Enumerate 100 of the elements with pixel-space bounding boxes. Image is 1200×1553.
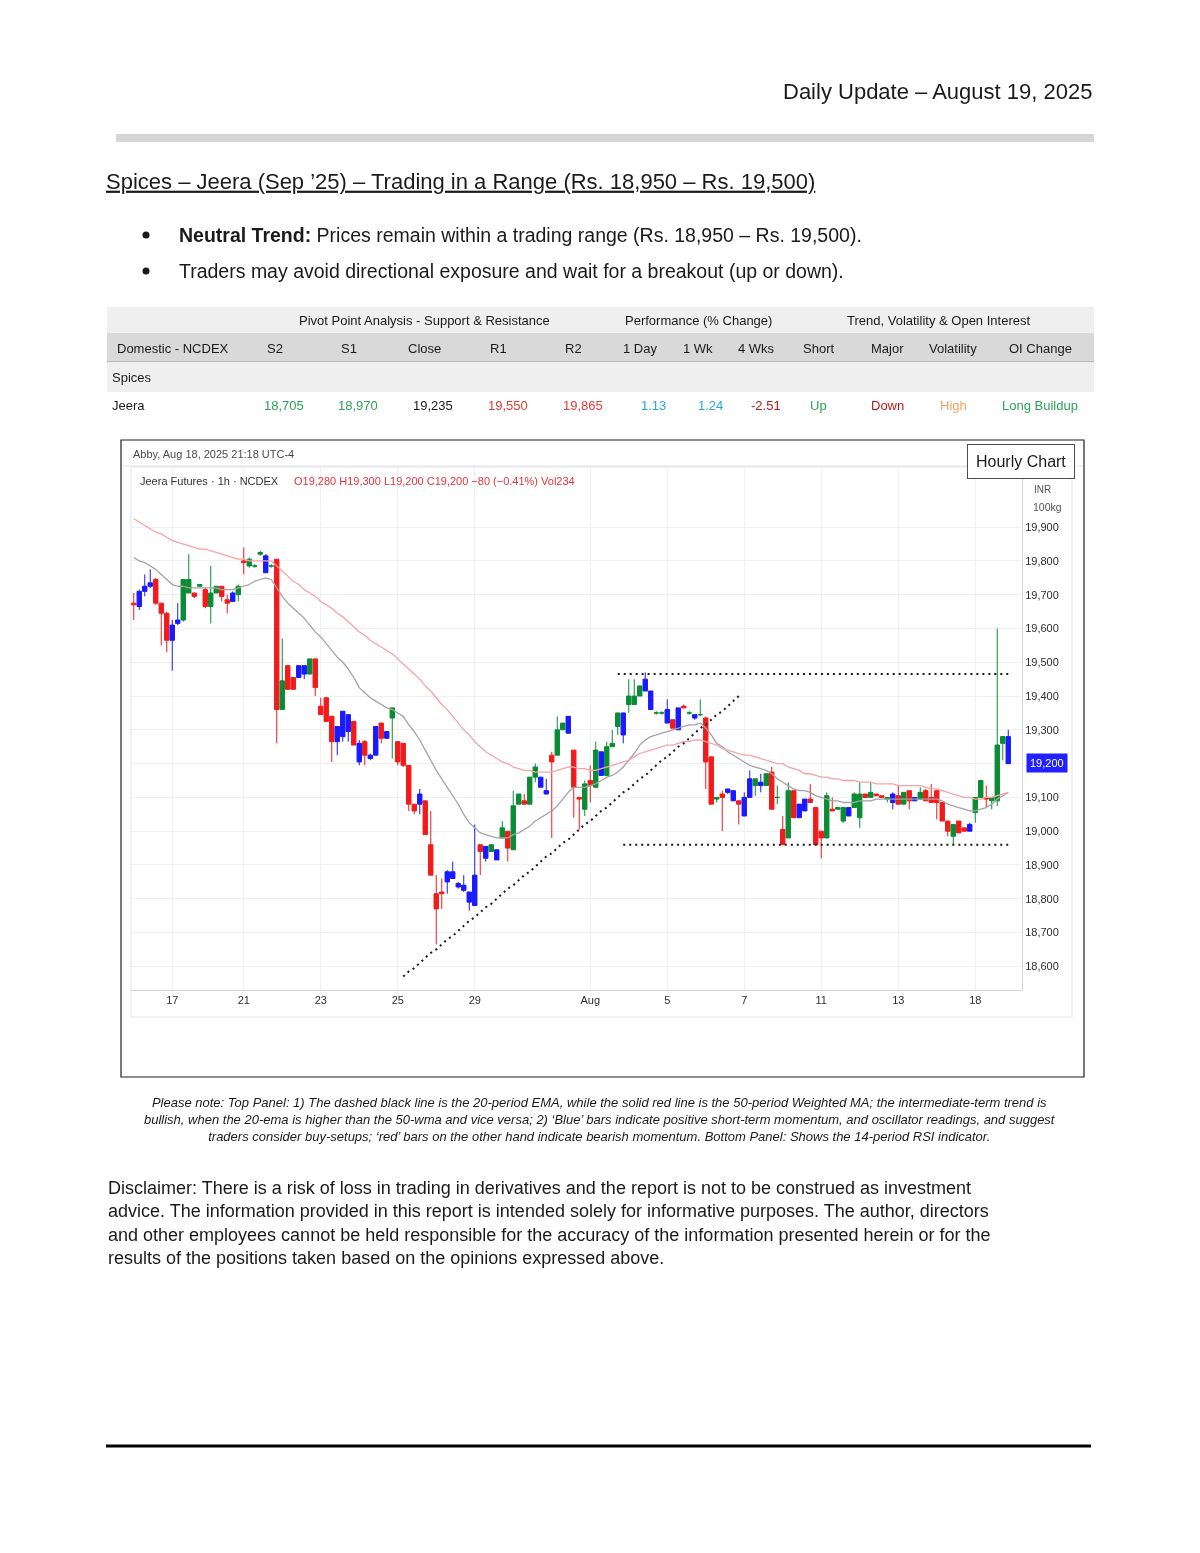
candlestick <box>257 550 263 557</box>
text: 4 Wks <box>738 341 775 356</box>
candlestick <box>862 793 868 798</box>
text: Please note: Top Panel: 1) The dashed black line is the 20-period EMA, while the solid red line is the 50-period Weighted MA; the intermediate-term trend is bullish, when the 20-ema is higher than the 50-wma and vice versa; 2) ‘Blue’ bars indicate positive short-term momentum, and oscillator readings, and suggest traders consider buy-setups; ‘red’ bars on the other hand indicate bearish momentum. Bottom Panel: Shows the 14-period RSI indicator. <box>144 1095 1056 1144</box>
y-tick-label: 19,000 <box>1025 825 1059 838</box>
text: Long Buildup <box>1002 398 1078 413</box>
candlestick <box>774 785 780 805</box>
candlestick <box>378 722 384 744</box>
x-tick-label: 23 <box>314 994 327 1007</box>
candlestick <box>769 766 775 810</box>
y-tick-label: 19,500 <box>1025 656 1059 669</box>
candlestick <box>274 558 280 744</box>
x-tick-label: 5 <box>664 994 671 1007</box>
candlestick <box>752 778 758 797</box>
candlestick <box>675 707 681 731</box>
line-series <box>133 556 1009 839</box>
candlestick <box>384 731 390 739</box>
text: Performance (% Change) <box>625 313 773 328</box>
text: Trend, Volatility & Open Interest <box>847 313 1031 328</box>
candlestick <box>681 704 687 709</box>
line-series <box>402 695 740 978</box>
x-tick-label: 18 <box>969 994 982 1007</box>
text: 19,865 <box>563 398 603 413</box>
y-tick-label: 18,800 <box>1025 892 1059 905</box>
candlestick <box>593 741 599 788</box>
candlestick <box>197 584 203 587</box>
text: S1 <box>341 341 357 356</box>
x-tick-label: 17 <box>166 994 179 1007</box>
text: Close <box>408 341 442 356</box>
text: 19,550 <box>488 398 528 413</box>
x-tick-label: 7 <box>741 994 748 1007</box>
candlestick <box>719 790 725 832</box>
text: R1 <box>490 341 507 356</box>
candlestick <box>582 780 588 817</box>
candlestick <box>763 773 769 787</box>
candlestick <box>692 714 698 721</box>
text: 18,705 <box>264 398 304 413</box>
candlestick <box>351 720 357 746</box>
candlestick <box>312 658 318 697</box>
y-tick-label: 19,400 <box>1025 689 1059 702</box>
y-tick-label: 19,700 <box>1025 588 1059 601</box>
text: S2 <box>267 341 283 356</box>
text: 18,970 <box>338 398 378 413</box>
text: Pivot Point Analysis - Support & Resistance <box>299 313 550 328</box>
candlestick <box>758 773 764 793</box>
candlestick <box>224 594 230 614</box>
text: High <box>940 398 967 413</box>
candlestick <box>714 796 720 803</box>
text: R2 <box>565 341 582 356</box>
candlestick <box>620 712 626 744</box>
y-tick-label: 19,600 <box>1025 622 1059 635</box>
candlestick <box>780 815 786 846</box>
candlestick <box>868 781 874 798</box>
y-tick-label: 19,100 <box>1025 791 1059 804</box>
candlestick <box>417 788 423 815</box>
text: Domestic - NCDEX <box>117 341 229 356</box>
candlestick <box>428 810 434 876</box>
candlestick <box>824 791 830 839</box>
candlestick <box>516 793 522 805</box>
annotation: Jeera Futures · 1h · NCDEX <box>140 475 279 487</box>
candlestick <box>488 844 494 852</box>
candlestick <box>191 592 197 599</box>
line-series <box>133 518 1009 800</box>
candlestick <box>785 781 791 839</box>
text: Daily Update – August 19, 2025 <box>783 79 1093 104</box>
text: 19,235 <box>413 398 453 413</box>
y-tick-label: 18,900 <box>1025 858 1059 871</box>
text: Traders may avoid directional exposure and wait for a breakout (up or down). <box>179 260 844 282</box>
text: Disclaimer: There is a risk of loss in trading in derivatives and the report is not to be construed as investment advice. The information provided in this report is intended solely for informative purposes. The author, directors and other employees cannot be held responsible for the accuracy of the information presented herein or for the results of the positions taken based on the opinions expressed above. <box>108 1178 991 1269</box>
text: 1 Day <box>623 341 658 356</box>
x-tick-label: 11 <box>815 994 827 1007</box>
candlestick <box>510 790 516 851</box>
annotation: Hourly Chart <box>976 453 1067 470</box>
candlestick <box>791 790 797 819</box>
candlestick <box>389 707 395 760</box>
candlestick <box>521 793 527 805</box>
x-tick-label: Aug <box>580 994 601 1007</box>
candlestick <box>362 739 368 766</box>
text: -2.51 <box>751 398 781 413</box>
y-tick-label: 19,900 <box>1025 520 1059 533</box>
text: Volatility <box>929 341 978 356</box>
text: Short <box>803 341 835 356</box>
y-tick-label: 18,600 <box>1025 960 1059 973</box>
candlestick <box>494 849 500 861</box>
candlestick <box>576 796 582 831</box>
text: Spices <box>112 370 152 385</box>
candlestick <box>241 546 247 575</box>
text: Abby, Aug 18, 2025 21:18 UTC-4 <box>133 448 295 460</box>
candlestick <box>175 602 181 626</box>
candlestick <box>807 783 813 803</box>
candlestick <box>670 719 676 729</box>
candlestick <box>587 764 593 803</box>
candlestick <box>543 778 549 795</box>
candlestick <box>483 845 489 863</box>
candlestick <box>131 592 137 621</box>
text: 100kg <box>1033 501 1062 513</box>
text: Down <box>871 398 905 413</box>
candlestick <box>664 698 670 724</box>
candlestick <box>202 587 208 609</box>
text: 1.24 <box>698 398 724 413</box>
